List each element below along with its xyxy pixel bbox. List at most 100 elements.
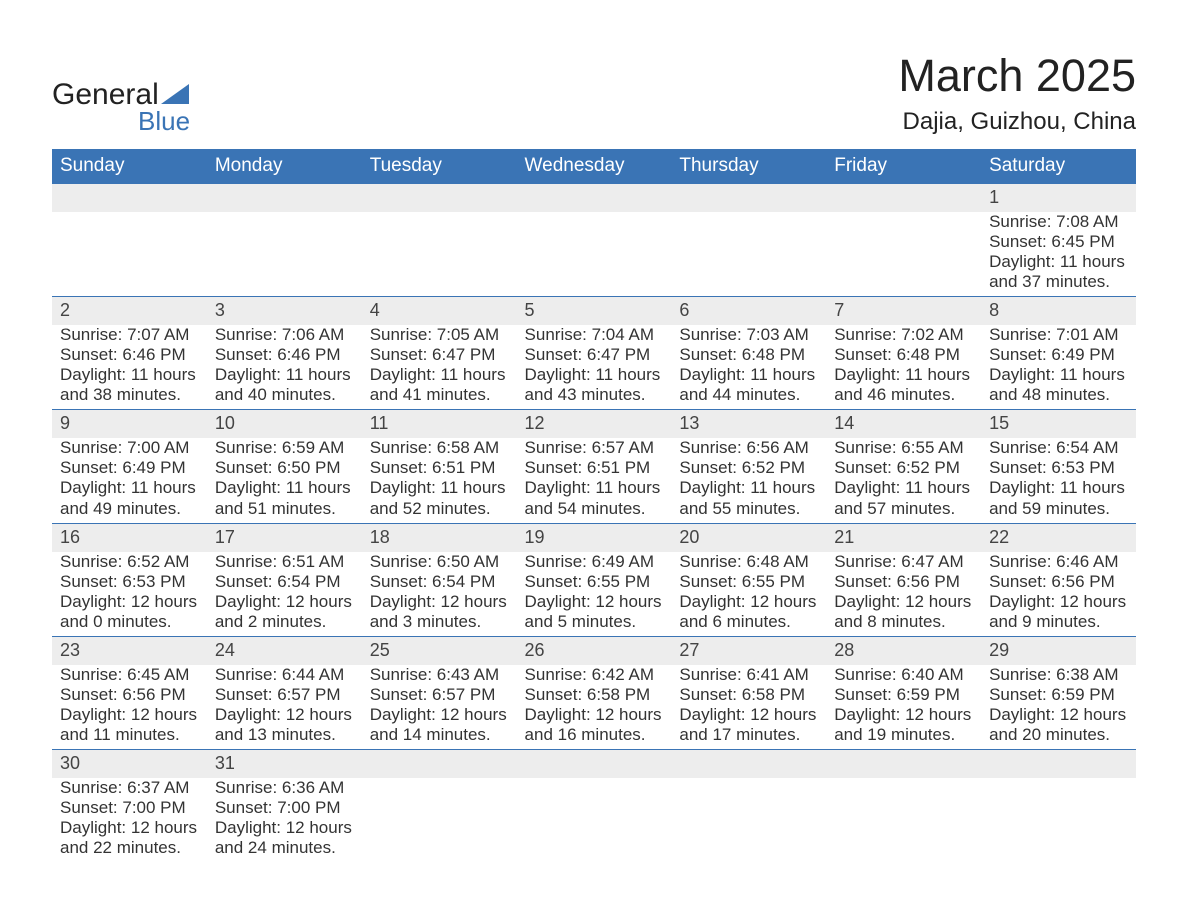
daynum-cell: 29 (981, 636, 1136, 665)
logo-triangle-icon (161, 78, 189, 112)
daytext-cell (671, 778, 826, 862)
daytext-row: Sunrise: 7:07 AMSunset: 6:46 PMDaylight:… (52, 325, 1136, 410)
daytext-cell: Sunrise: 6:56 AMSunset: 6:52 PMDaylight:… (671, 438, 826, 523)
daynum-cell (517, 749, 672, 778)
daynum-cell (362, 184, 517, 212)
daytext-cell: Sunrise: 6:52 AMSunset: 6:53 PMDaylight:… (52, 552, 207, 637)
daytext-cell: Sunrise: 6:59 AMSunset: 6:50 PMDaylight:… (207, 438, 362, 523)
daytext-cell (826, 778, 981, 862)
daytext-cell: Sunrise: 6:47 AMSunset: 6:56 PMDaylight:… (826, 552, 981, 637)
daytext-row: Sunrise: 7:08 AMSunset: 6:45 PMDaylight:… (52, 212, 1136, 297)
daynum-cell (826, 749, 981, 778)
daytext-row: Sunrise: 6:37 AMSunset: 7:00 PMDaylight:… (52, 778, 1136, 862)
daytext-cell (517, 778, 672, 862)
daytext-cell: Sunrise: 7:01 AMSunset: 6:49 PMDaylight:… (981, 325, 1136, 410)
daytext-cell: Sunrise: 6:40 AMSunset: 6:59 PMDaylight:… (826, 665, 981, 750)
daytext-cell: Sunrise: 6:43 AMSunset: 6:57 PMDaylight:… (362, 665, 517, 750)
daynum-row: 1 (52, 184, 1136, 212)
daynum-cell: 14 (826, 410, 981, 439)
daynum-row: 2345678 (52, 297, 1136, 326)
daynum-cell (362, 749, 517, 778)
daynum-cell: 20 (671, 523, 826, 552)
daytext-cell: Sunrise: 7:07 AMSunset: 6:46 PMDaylight:… (52, 325, 207, 410)
daynum-row: 16171819202122 (52, 523, 1136, 552)
daytext-cell: Sunrise: 6:58 AMSunset: 6:51 PMDaylight:… (362, 438, 517, 523)
weekday-header: Friday (826, 149, 981, 184)
daynum-cell: 11 (362, 410, 517, 439)
daynum-cell: 23 (52, 636, 207, 665)
daytext-row: Sunrise: 6:52 AMSunset: 6:53 PMDaylight:… (52, 552, 1136, 637)
daynum-cell: 8 (981, 297, 1136, 326)
daytext-row: Sunrise: 6:45 AMSunset: 6:56 PMDaylight:… (52, 665, 1136, 750)
daynum-cell (517, 184, 672, 212)
daynum-cell: 4 (362, 297, 517, 326)
daytext-cell: Sunrise: 7:05 AMSunset: 6:47 PMDaylight:… (362, 325, 517, 410)
daytext-cell: Sunrise: 7:06 AMSunset: 6:46 PMDaylight:… (207, 325, 362, 410)
daynum-cell: 21 (826, 523, 981, 552)
daynum-cell: 28 (826, 636, 981, 665)
daytext-cell: Sunrise: 6:48 AMSunset: 6:55 PMDaylight:… (671, 552, 826, 637)
weekday-header: Saturday (981, 149, 1136, 184)
daynum-cell: 7 (826, 297, 981, 326)
daynum-cell (671, 184, 826, 212)
daytext-cell: Sunrise: 6:49 AMSunset: 6:55 PMDaylight:… (517, 552, 672, 637)
daytext-cell: Sunrise: 7:02 AMSunset: 6:48 PMDaylight:… (826, 325, 981, 410)
daynum-row: 23242526272829 (52, 636, 1136, 665)
daynum-cell: 2 (52, 297, 207, 326)
daytext-cell: Sunrise: 6:51 AMSunset: 6:54 PMDaylight:… (207, 552, 362, 637)
daynum-cell: 1 (981, 184, 1136, 212)
daytext-cell (671, 212, 826, 297)
daytext-cell (981, 778, 1136, 862)
daynum-cell: 25 (362, 636, 517, 665)
daynum-cell: 27 (671, 636, 826, 665)
daynum-cell: 6 (671, 297, 826, 326)
title-block: March 2025 Dajia, Guizhou, China (898, 50, 1136, 136)
daynum-cell: 31 (207, 749, 362, 778)
daynum-cell: 3 (207, 297, 362, 326)
daytext-cell: Sunrise: 6:50 AMSunset: 6:54 PMDaylight:… (362, 552, 517, 637)
daynum-cell (981, 749, 1136, 778)
location: Dajia, Guizhou, China (898, 108, 1136, 136)
daynum-cell: 22 (981, 523, 1136, 552)
daynum-cell: 15 (981, 410, 1136, 439)
weekday-header: Wednesday (517, 149, 672, 184)
daytext-cell: Sunrise: 6:42 AMSunset: 6:58 PMDaylight:… (517, 665, 672, 750)
daynum-cell: 19 (517, 523, 672, 552)
calendar-table: SundayMondayTuesdayWednesdayThursdayFrid… (52, 149, 1136, 862)
daytext-cell (362, 778, 517, 862)
daytext-cell (207, 212, 362, 297)
daynum-cell: 9 (52, 410, 207, 439)
daytext-cell: Sunrise: 7:08 AMSunset: 6:45 PMDaylight:… (981, 212, 1136, 297)
daytext-cell: Sunrise: 6:37 AMSunset: 7:00 PMDaylight:… (52, 778, 207, 862)
weekday-header: Sunday (52, 149, 207, 184)
daytext-cell (52, 212, 207, 297)
daytext-cell: Sunrise: 6:46 AMSunset: 6:56 PMDaylight:… (981, 552, 1136, 637)
weekday-header-row: SundayMondayTuesdayWednesdayThursdayFrid… (52, 149, 1136, 184)
weekday-header: Monday (207, 149, 362, 184)
daynum-cell (671, 749, 826, 778)
daytext-row: Sunrise: 7:00 AMSunset: 6:49 PMDaylight:… (52, 438, 1136, 523)
month-title: March 2025 (898, 50, 1136, 102)
daynum-row: 9101112131415 (52, 410, 1136, 439)
daynum-cell: 30 (52, 749, 207, 778)
daytext-cell: Sunrise: 7:03 AMSunset: 6:48 PMDaylight:… (671, 325, 826, 410)
daynum-cell: 24 (207, 636, 362, 665)
daynum-cell: 13 (671, 410, 826, 439)
daytext-cell: Sunrise: 6:36 AMSunset: 7:00 PMDaylight:… (207, 778, 362, 862)
daynum-cell: 18 (362, 523, 517, 552)
daynum-cell (52, 184, 207, 212)
daytext-cell: Sunrise: 6:44 AMSunset: 6:57 PMDaylight:… (207, 665, 362, 750)
daynum-cell (207, 184, 362, 212)
logo: General Blue (52, 78, 190, 137)
calendar-body: 1 Sunrise: 7:08 AMSunset: 6:45 PMDayligh… (52, 184, 1136, 862)
daytext-cell (362, 212, 517, 297)
daynum-cell: 10 (207, 410, 362, 439)
header: General Blue March 2025 Dajia, Guizhou, … (52, 50, 1136, 137)
daynum-cell (826, 184, 981, 212)
daynum-cell: 16 (52, 523, 207, 552)
logo-word1: General (52, 78, 159, 111)
daytext-cell: Sunrise: 6:38 AMSunset: 6:59 PMDaylight:… (981, 665, 1136, 750)
daynum-cell: 17 (207, 523, 362, 552)
daytext-cell: Sunrise: 6:55 AMSunset: 6:52 PMDaylight:… (826, 438, 981, 523)
daynum-cell: 12 (517, 410, 672, 439)
